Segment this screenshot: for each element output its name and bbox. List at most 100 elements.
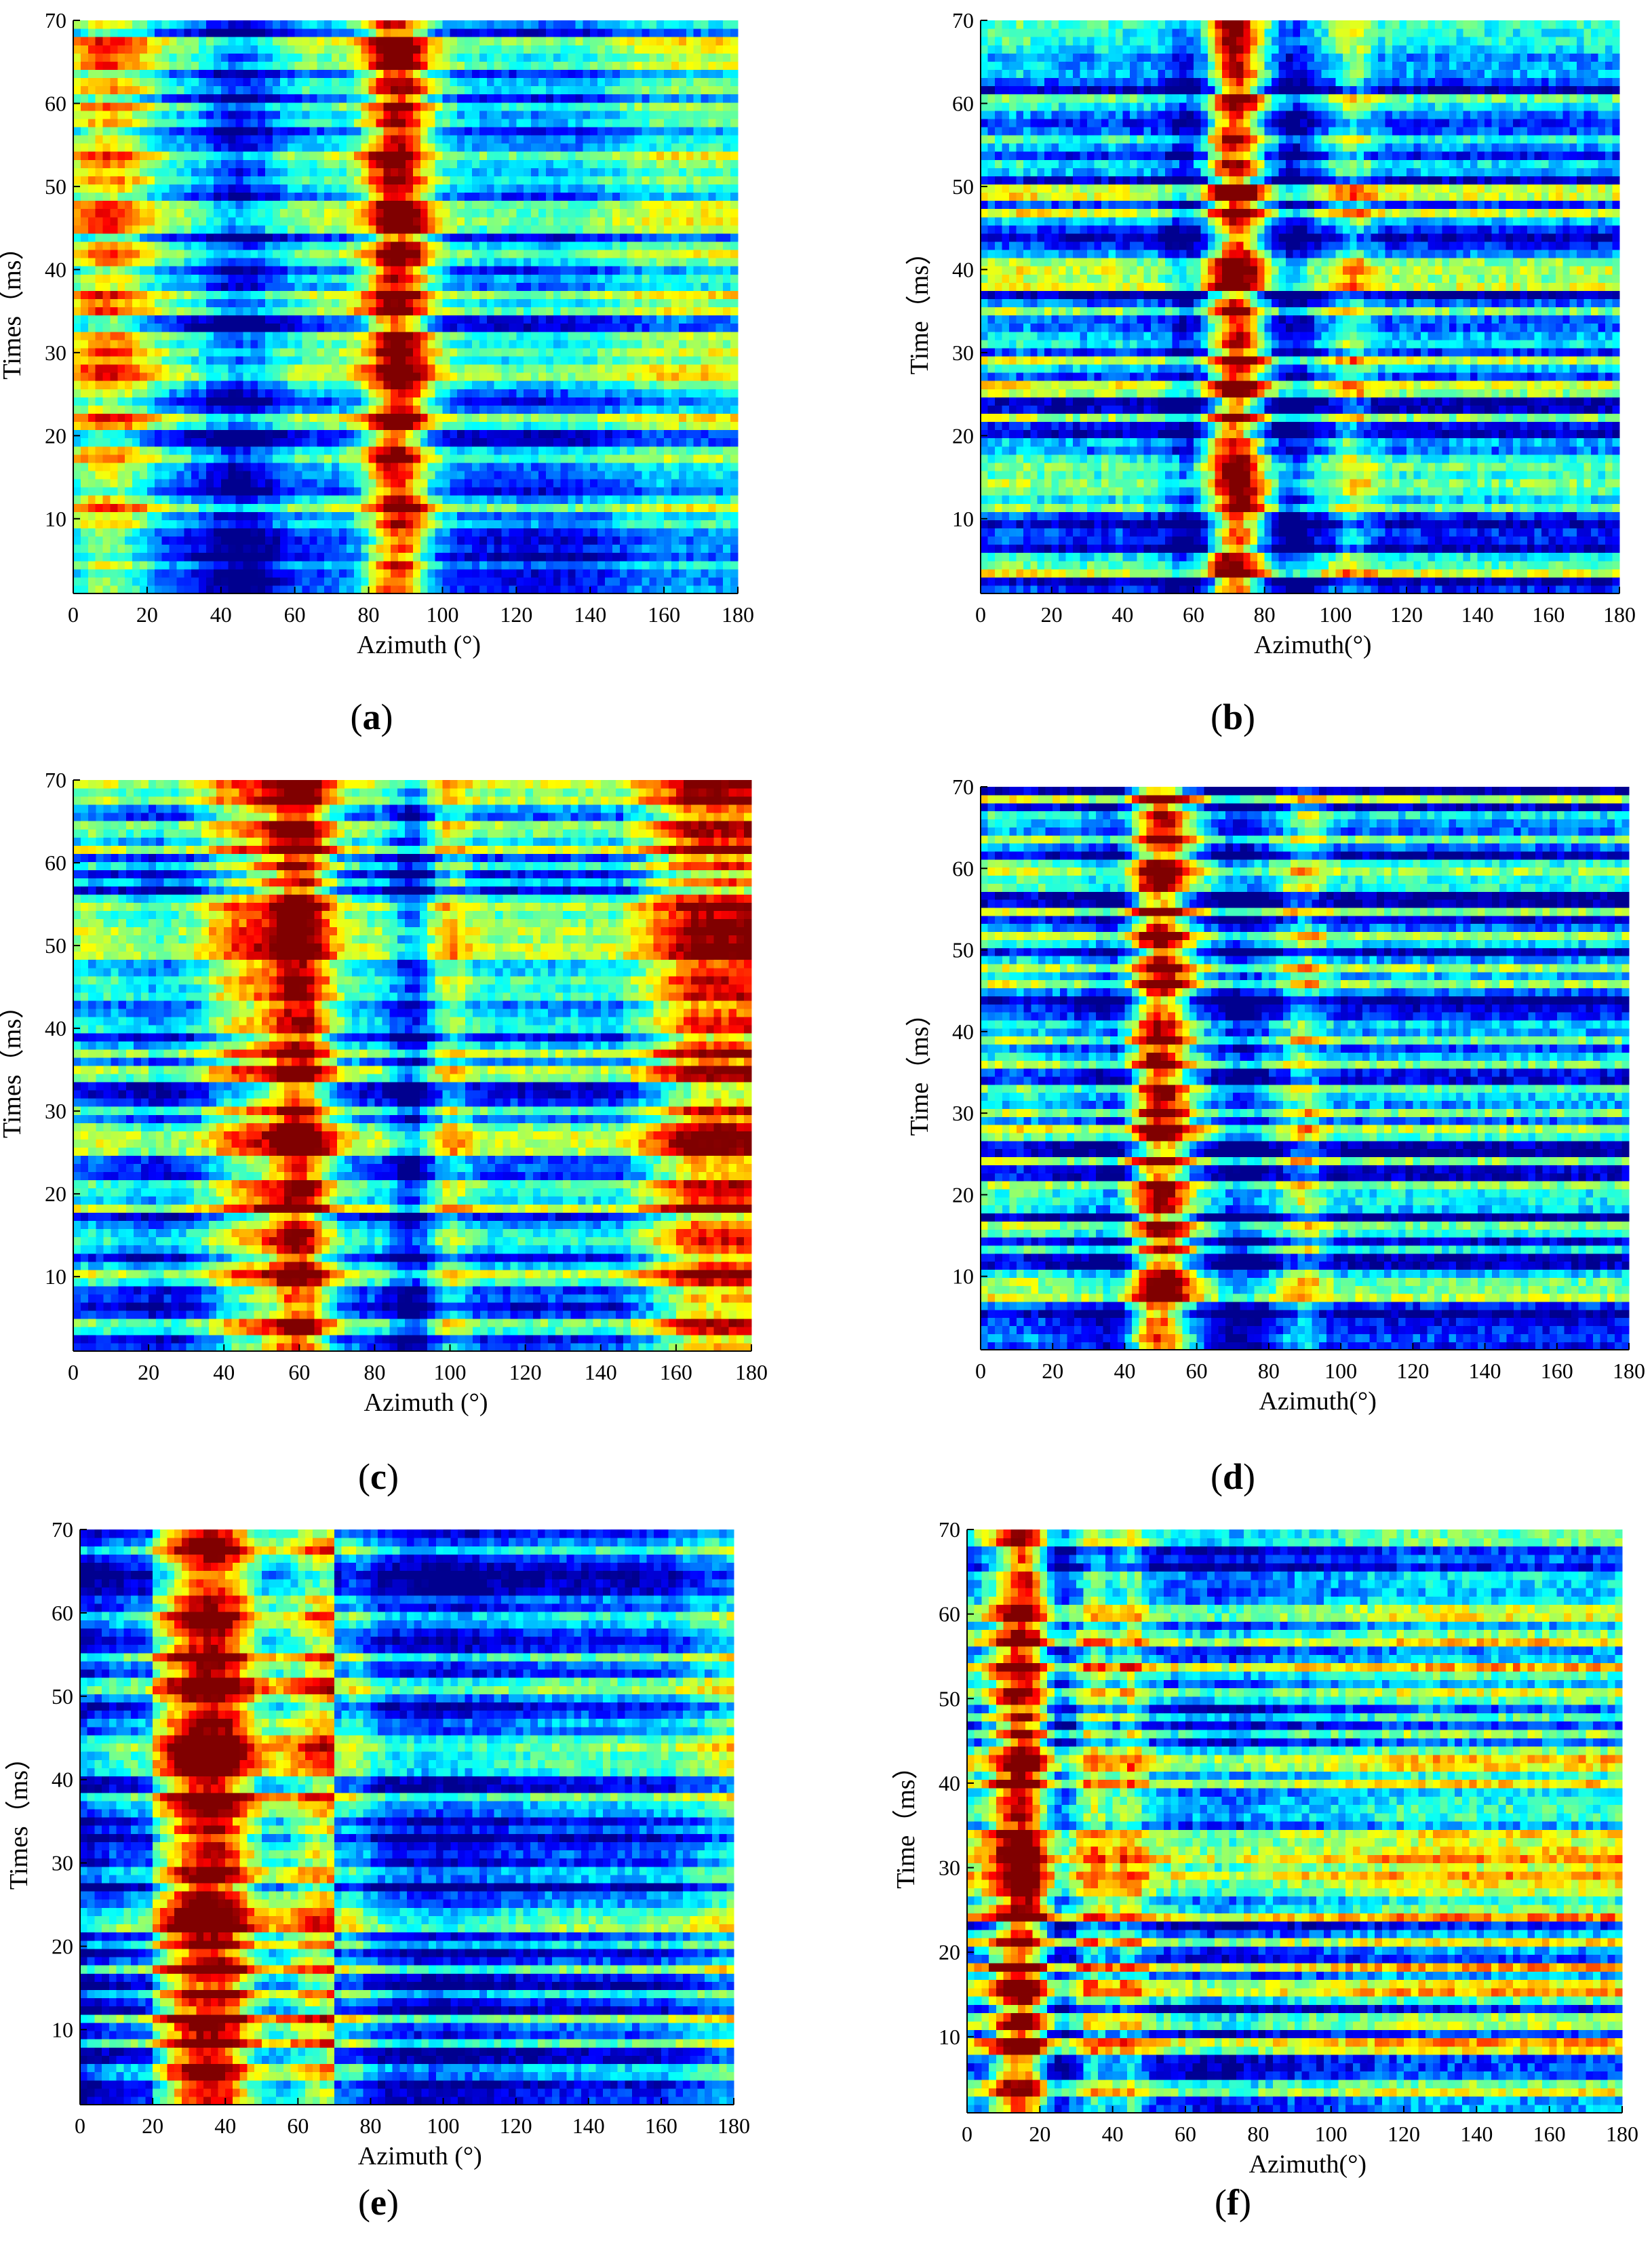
heatmap-cell <box>612 537 620 545</box>
heatmap-cell <box>546 585 553 594</box>
heatmap-cell <box>162 537 170 545</box>
heatmap-cell <box>553 569 561 578</box>
heatmap-cell <box>376 561 383 570</box>
heatmap-cell <box>125 528 132 537</box>
heatmap-cell <box>509 569 516 578</box>
heatmap-cell <box>324 569 332 578</box>
heatmap-cell <box>361 569 369 578</box>
heatmap-cell <box>117 537 125 545</box>
heatmap-cell <box>309 553 317 562</box>
heatmap-cell <box>324 537 332 545</box>
heatmap-cell <box>258 577 265 586</box>
heatmap-cell <box>509 553 516 562</box>
heatmap-cell <box>117 585 125 594</box>
heatmap-cell <box>332 537 339 545</box>
heatmap-cell <box>620 528 627 537</box>
heatmap-cell <box>435 569 443 578</box>
heatmap-cell <box>103 577 111 586</box>
heatmap-cell <box>125 553 132 562</box>
heatmap-cell <box>110 585 117 594</box>
heatmap-cell <box>715 537 723 545</box>
heatmap-cell <box>354 561 361 570</box>
heatmap-cell <box>250 528 258 537</box>
heatmap-cell <box>309 561 317 570</box>
heatmap-cell <box>398 545 406 553</box>
heatmap-cell <box>723 545 730 553</box>
heatmap-cell <box>317 545 324 553</box>
heatmap-cell <box>553 553 561 562</box>
heatmap-cell <box>170 553 177 562</box>
heatmap-cell <box>103 537 111 545</box>
heatmap-cell <box>605 577 612 586</box>
heatmap-cell <box>612 553 620 562</box>
heatmap-cell <box>354 577 361 586</box>
heatmap-cell <box>472 545 479 553</box>
heatmap-cell <box>516 553 524 562</box>
heatmap-cell <box>701 577 709 586</box>
heatmap-cell <box>354 585 361 594</box>
heatmap-cell <box>516 577 524 586</box>
heatmap-cell <box>553 585 561 594</box>
heatmap-cell <box>730 577 738 586</box>
heatmap-cell <box>590 569 597 578</box>
heatmap-cell <box>383 528 391 537</box>
heatmap-cell <box>686 545 694 553</box>
heatmap-cell <box>420 520 428 528</box>
heatmap-cell <box>575 561 583 570</box>
heatmap-cell <box>280 585 288 594</box>
heatmap-cell <box>679 553 686 562</box>
heatmap-cell <box>191 585 199 594</box>
heatmap-cell <box>686 520 694 528</box>
heatmap-cell <box>103 561 111 570</box>
heatmap-cell <box>339 553 347 562</box>
heatmap-cell <box>324 585 332 594</box>
heatmap-cell <box>214 537 221 545</box>
heatmap-cell <box>723 537 730 545</box>
heatmap-cell <box>590 545 597 553</box>
heatmap-cell <box>110 561 117 570</box>
heatmap-cell <box>723 528 730 537</box>
heatmap-cell <box>258 520 265 528</box>
heatmap-cell <box>206 553 214 562</box>
heatmap-cell <box>465 561 472 570</box>
heatmap-cell <box>413 528 420 537</box>
heatmap-cell <box>273 545 280 553</box>
heatmap-cell <box>184 537 191 545</box>
heatmap-cell <box>715 528 723 537</box>
heatmap-cell <box>125 520 132 528</box>
heatmap-cell <box>391 537 398 545</box>
heatmap-cell <box>701 553 709 562</box>
heatmap-cell <box>516 528 524 537</box>
heatmap-cell <box>679 585 686 594</box>
heatmap-cell <box>96 545 103 553</box>
heatmap-cell <box>502 545 509 553</box>
heatmap-cell <box>664 545 671 553</box>
heatmap-cell <box>442 569 450 578</box>
heatmap-cell <box>494 561 502 570</box>
heatmap-cell <box>649 561 656 570</box>
heatmap-cell <box>597 561 605 570</box>
heatmap-cell <box>199 569 206 578</box>
heatmap-cell <box>435 537 443 545</box>
heatmap-cell <box>73 561 81 570</box>
heatmap-cell <box>273 561 280 570</box>
heatmap-cell <box>516 569 524 578</box>
heatmap-cell <box>96 520 103 528</box>
heatmap-cell <box>229 553 236 562</box>
heatmap-cell <box>376 528 383 537</box>
heatmap-cell <box>597 528 605 537</box>
heatmap-cell <box>140 561 147 570</box>
heatmap-cell <box>435 585 443 594</box>
heatmap-cell <box>494 537 502 545</box>
heatmap-cell <box>324 520 332 528</box>
heatmap-cell <box>376 537 383 545</box>
heatmap-cell <box>413 569 420 578</box>
heatmap-cell <box>568 585 576 594</box>
heatmap-cell <box>332 569 339 578</box>
heatmap-cell <box>561 561 568 570</box>
heatmap-cell <box>457 585 465 594</box>
heatmap-cell <box>191 569 199 578</box>
heatmap-cell <box>170 561 177 570</box>
heatmap-cell <box>546 545 553 553</box>
heatmap-cell <box>339 569 347 578</box>
